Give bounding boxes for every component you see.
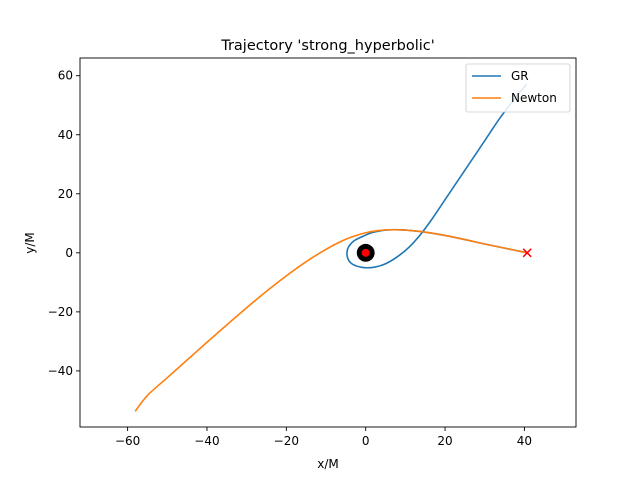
plot-frame — [79, 57, 577, 428]
x-tick-label: −40 — [194, 434, 219, 448]
x-tick-label: −60 — [115, 434, 140, 448]
x-tick-label: 20 — [437, 434, 452, 448]
y-tick-label: −20 — [48, 305, 73, 319]
y-axis-label: y/M — [23, 232, 37, 254]
center-point-marker — [361, 248, 370, 257]
y-tick-label: 20 — [58, 187, 73, 201]
legend-label-newton: Newton — [511, 91, 557, 105]
y-tick-label: 40 — [58, 128, 73, 142]
x-axis-label: x/M — [317, 457, 339, 471]
x-tick-label: 0 — [362, 434, 370, 448]
x-tick-label: −20 — [274, 434, 299, 448]
legend-label-gr: GR — [511, 69, 529, 83]
start-position-marker — [522, 248, 532, 258]
y-tick-label: 60 — [58, 69, 73, 83]
legend: GR Newton — [465, 63, 571, 113]
series-line-newton — [134, 228, 528, 412]
y-tick-label: 0 — [65, 246, 73, 260]
chart-title: Trajectory 'strong_hyperbolic' — [220, 38, 435, 54]
y-tick-label: −40 — [48, 364, 73, 378]
x-tick-label: 40 — [517, 434, 532, 448]
